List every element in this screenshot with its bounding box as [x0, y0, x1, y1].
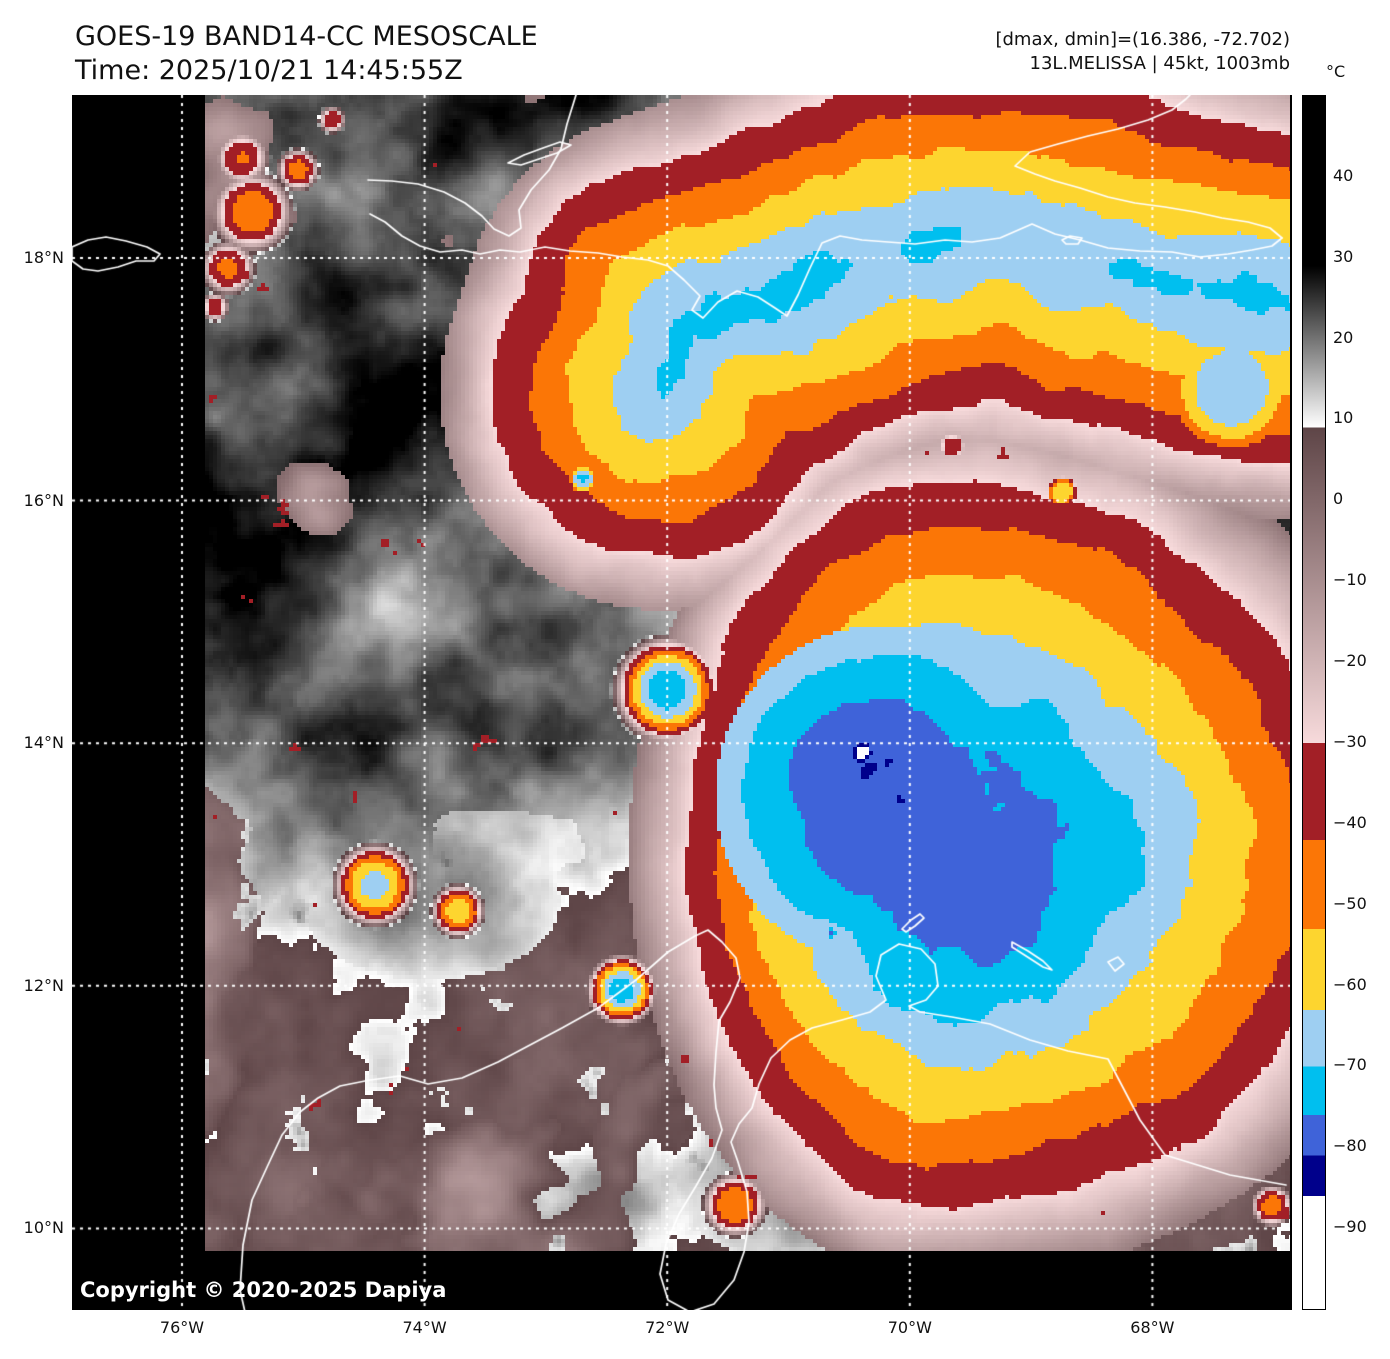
colorbar — [1302, 95, 1326, 1310]
domain-minmax-readout: [dmax, dmin]=(16.386, -72.702) — [995, 29, 1290, 50]
lon-axis-label: 68°W — [1130, 1318, 1175, 1337]
title-block: GOES-19 BAND14-CC MESOSCALE Time: 2025/1… — [75, 20, 538, 88]
map-panel: Copyright © 2020-2025 Dapiya — [72, 95, 1292, 1310]
figure-title: GOES-19 BAND14-CC MESOSCALE — [75, 21, 538, 52]
colorbar-tick-label: 30 — [1333, 246, 1354, 266]
lon-axis-label: 74°W — [402, 1318, 447, 1337]
lat-axis-label: 14°N — [23, 733, 64, 753]
map-overlay-canvas — [72, 95, 1290, 1310]
colorbar-tick-label: −30 — [1333, 731, 1367, 751]
colorbar-tick-label: −50 — [1333, 893, 1367, 913]
lat-axis-label: 18°N — [23, 248, 64, 267]
colorbar-tick-label: −20 — [1333, 651, 1367, 671]
colorbar-tick-label: −40 — [1333, 812, 1367, 832]
lon-axis-label: 76°W — [159, 1318, 205, 1337]
colorbar-tick-label: −60 — [1333, 974, 1367, 994]
lat-axis-label: 10°N — [23, 1218, 64, 1238]
colorbar-tick-label: −90 — [1333, 1217, 1367, 1237]
storm-intensity-readout: 13L.MELISSA | 45kt, 1003mb — [1029, 53, 1291, 74]
colorbar-unit-label: °C — [1326, 62, 1346, 81]
lat-axis-label: 16°N — [23, 490, 64, 510]
colorbar-tick-label: 10 — [1333, 408, 1354, 428]
lat-axis-label: 12°N — [23, 975, 64, 995]
colorbar-tick-label: −80 — [1333, 1136, 1367, 1156]
lon-axis-label: 72°W — [645, 1318, 690, 1337]
figure-timestamp: Time: 2025/10/21 14:45:55Z — [75, 55, 463, 86]
colorbar-tick-label: 40 — [1333, 165, 1354, 185]
colorbar-tick-label: −10 — [1333, 570, 1367, 590]
storm-info-block: [dmax, dmin]=(16.386, -72.702) 13L.MELIS… — [995, 28, 1290, 76]
colorbar-tick-label: −70 — [1333, 1055, 1367, 1075]
colorbar-tick-label: 20 — [1333, 327, 1354, 347]
lon-axis-label: 70°W — [887, 1318, 932, 1337]
colorbar-tick-label: 0 — [1333, 489, 1344, 509]
copyright-watermark: Copyright © 2020-2025 Dapiya — [80, 1278, 447, 1302]
